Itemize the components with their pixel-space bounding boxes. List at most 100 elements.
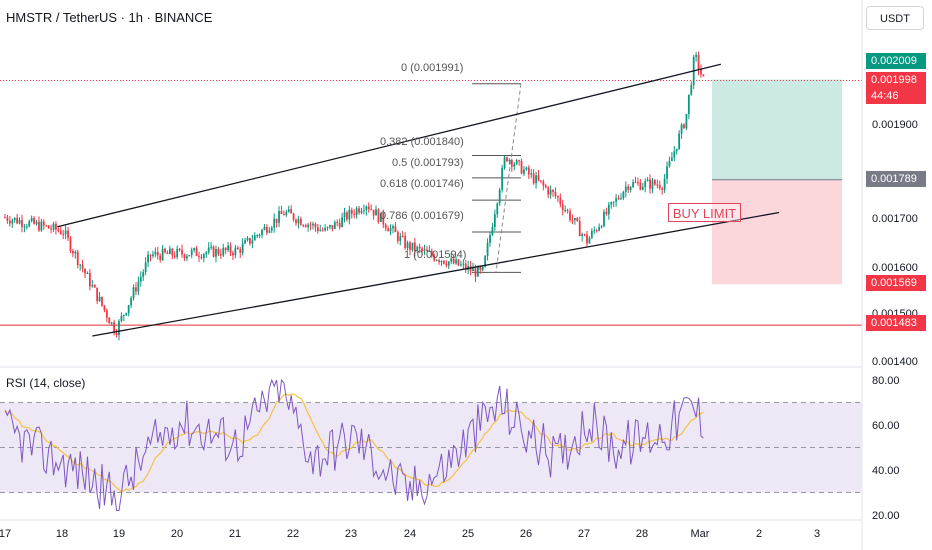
candle-body — [222, 247, 225, 256]
candle-body — [244, 240, 246, 244]
fib-label-0786: 0.786 (0.001679) — [380, 210, 464, 222]
candle-body — [8, 220, 11, 224]
candle-body — [280, 210, 283, 215]
candle-body — [249, 237, 251, 244]
candle-body — [30, 218, 33, 222]
candle-body — [251, 240, 254, 244]
candle-body — [513, 164, 516, 167]
candle-body — [285, 211, 288, 216]
rsi-line — [4, 378, 704, 511]
candle-body — [406, 242, 409, 249]
candle-body — [149, 254, 152, 256]
candle-body — [392, 226, 394, 229]
candle-body — [176, 248, 179, 258]
candle-body — [282, 214, 285, 216]
candle-body — [336, 222, 339, 224]
candle-body — [627, 186, 630, 190]
candle-body — [520, 160, 523, 174]
candle-body — [67, 230, 69, 238]
candle-body — [74, 251, 77, 254]
candle-body — [498, 189, 501, 204]
candle-body — [137, 281, 140, 292]
candle-body — [658, 184, 661, 189]
candle-body — [270, 227, 273, 231]
candle-body — [55, 223, 57, 230]
rsi-tick-40: 40.00 — [872, 465, 900, 477]
candle-body — [98, 296, 101, 302]
candle-body — [382, 212, 385, 225]
buy-limit-label[interactable]: BUY LIMIT — [668, 203, 741, 222]
price-tick-0.0016: 0.001600 — [872, 262, 918, 274]
candle-body — [605, 211, 608, 215]
candle-body — [290, 209, 293, 214]
candle-body — [649, 179, 651, 189]
candle-body — [680, 124, 683, 134]
candle-body — [125, 312, 128, 315]
candle-body — [358, 208, 360, 213]
candle-body — [200, 257, 203, 259]
candle-body — [673, 151, 676, 158]
currency-selector[interactable]: USDT — [866, 6, 924, 30]
candle-body — [438, 260, 440, 262]
stop-price-tag: 0.001569 — [866, 275, 926, 291]
candle-body — [663, 178, 666, 190]
candle-body — [656, 184, 659, 186]
candle-body — [101, 296, 103, 306]
candle-body — [198, 256, 200, 258]
candle-body — [183, 254, 186, 259]
candle-body — [333, 222, 336, 229]
candle-body — [569, 211, 571, 220]
candle-body — [13, 217, 16, 221]
candle-body — [501, 168, 504, 190]
candle-body — [273, 218, 276, 228]
candle-body — [578, 221, 581, 237]
candle-body — [253, 235, 256, 241]
candle-body — [159, 255, 162, 261]
candle-body — [603, 211, 605, 227]
candle-body — [530, 173, 533, 175]
candle-body — [50, 228, 52, 230]
candle-body — [346, 212, 348, 220]
candle-body — [341, 217, 343, 228]
candle-body — [363, 210, 365, 212]
candle-body — [440, 260, 443, 262]
candle-body — [379, 212, 382, 222]
candle-body — [4, 217, 6, 219]
candle-body — [384, 224, 387, 229]
candle-body — [205, 252, 208, 255]
candle-body — [491, 227, 494, 236]
candle-body — [637, 182, 639, 184]
candle-body — [299, 218, 302, 226]
candle-body — [588, 237, 591, 244]
candle-body — [210, 246, 213, 248]
candle-body — [171, 248, 174, 256]
candle-body — [144, 262, 147, 273]
rsi-band — [0, 402, 862, 493]
candle-body — [496, 203, 499, 215]
candle-body — [675, 148, 678, 152]
x-tick-26: 26 — [519, 528, 533, 540]
candle-body — [426, 249, 428, 252]
candle-body — [464, 263, 467, 270]
candle-body — [372, 209, 375, 216]
candle-body — [476, 266, 479, 277]
candle-body — [105, 310, 108, 318]
candle-body — [571, 219, 574, 221]
candle-body — [297, 218, 300, 224]
candle-body — [324, 228, 326, 231]
price-tick-0.0017: 0.001700 — [872, 213, 918, 225]
candle-body — [411, 242, 414, 251]
candle-body — [181, 249, 183, 255]
candle-body — [287, 209, 290, 212]
candle-body — [86, 272, 89, 274]
candle-body — [224, 247, 227, 251]
fib-label-0: 0 (0.001991) — [401, 62, 464, 74]
x-tick-21: 21 — [228, 528, 242, 540]
candle-body — [304, 225, 307, 228]
candle-body — [523, 169, 525, 174]
candle-body — [193, 248, 196, 251]
candle-body — [367, 206, 370, 210]
candle-body — [38, 221, 40, 231]
candle-body — [416, 246, 419, 252]
